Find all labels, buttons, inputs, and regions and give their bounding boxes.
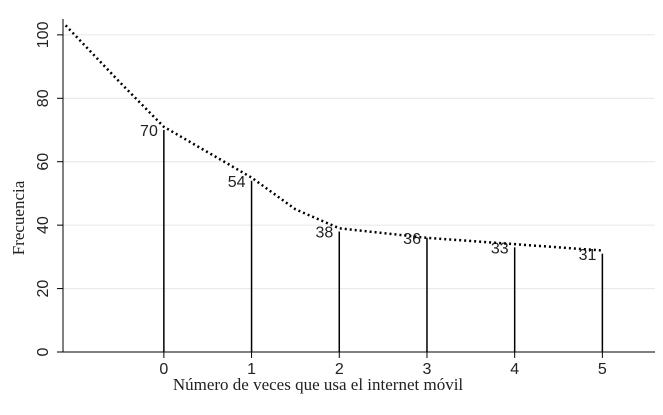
data-label: 70 xyxy=(140,123,158,140)
x-tick-label: 2 xyxy=(335,361,344,378)
x-tick-label: 0 xyxy=(159,361,168,378)
data-label: 38 xyxy=(315,225,333,242)
x-tick-label: 1 xyxy=(247,361,256,378)
y-tick-label: 40 xyxy=(35,216,52,234)
y-axis-title: Frecuencia xyxy=(9,180,28,255)
y-tick-label: 0 xyxy=(35,347,52,356)
data-label: 36 xyxy=(403,231,421,248)
data-label: 54 xyxy=(228,174,246,191)
x-tick-label: 3 xyxy=(423,361,432,378)
y-tick-label: 20 xyxy=(35,280,52,298)
x-tick-label: 5 xyxy=(598,361,607,378)
data-label: 31 xyxy=(579,247,597,264)
y-tick-label: 80 xyxy=(35,89,52,107)
x-tick-label: 4 xyxy=(510,361,519,378)
y-tick-label: 60 xyxy=(35,153,52,171)
data-label: 33 xyxy=(491,241,509,258)
x-axis-title: Número de veces que usa el internet móvi… xyxy=(173,375,464,394)
y-tick-label: 100 xyxy=(35,21,52,48)
fit-line xyxy=(64,24,603,252)
